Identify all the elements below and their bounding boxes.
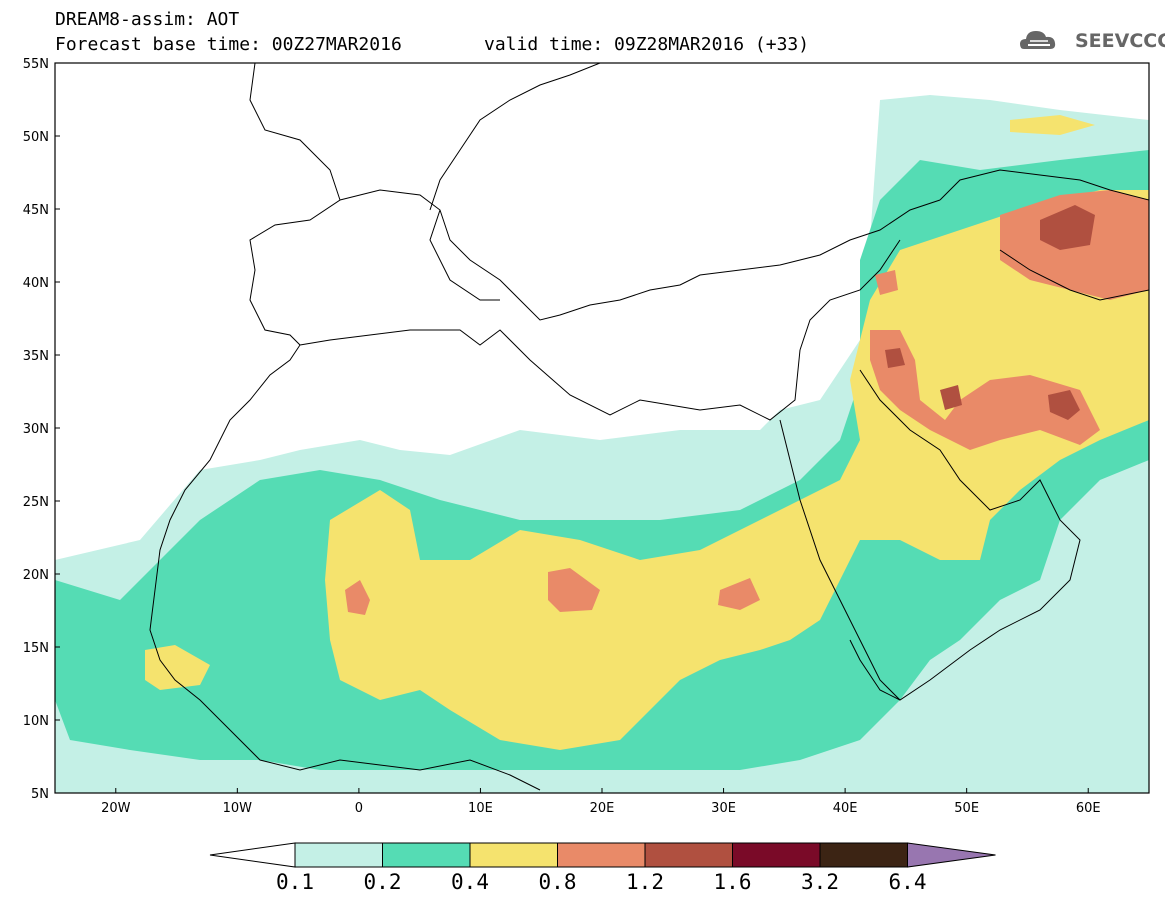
colorbar-segment (469, 842, 558, 868)
lat-tick-label: 40N (23, 276, 49, 291)
lat-tick-label: 45N (23, 203, 49, 218)
aot-band-0.8 (548, 568, 600, 612)
lat-tick-label: 55N (23, 57, 49, 72)
longitude-axis: 20W 10W 0 10E 20E 30E 40E 50E 60E (101, 788, 1101, 816)
lat-tick-label: 5N (31, 787, 49, 802)
lat-tick-label: 35N (23, 349, 49, 364)
aot-band-0.8 (875, 270, 898, 295)
colorbar-segment (382, 842, 471, 868)
aot-band-0.4 (145, 645, 210, 690)
lat-tick-label: 50N (23, 130, 49, 145)
colorbar-max-arrow (907, 842, 996, 868)
lat-tick-label: 10N (23, 714, 49, 729)
lon-tick-label: 0 (355, 801, 363, 816)
aot-band-0.8 (345, 580, 370, 615)
colorbar-segment (732, 842, 821, 868)
colorbar-min-arrow (209, 842, 296, 868)
aot-band-0.4 (325, 190, 1149, 750)
model-title: DREAM8-assim: AOT (55, 9, 240, 30)
lat-tick-label: 20N (23, 568, 49, 583)
colorbar (209, 842, 996, 868)
aot-band-0.8 (870, 330, 1100, 450)
base-time-label: Forecast base time: 00Z27MAR2016 (55, 34, 402, 55)
logo-text: SEEVCCC (1075, 30, 1165, 52)
aot-band-1.2 (940, 385, 962, 410)
lon-tick-label: 40E (833, 801, 858, 816)
colorbar-segment (294, 842, 383, 868)
colorbar-label: 0.1 (276, 870, 314, 894)
aot-field (55, 95, 1149, 793)
cloud-logo-icon (1020, 31, 1056, 49)
coastlines (149, 63, 1149, 791)
colorbar-segment (557, 842, 646, 868)
valid-time-label: valid time: 09Z28MAR2016 (+33) (484, 34, 810, 55)
lon-tick-label: 30E (711, 801, 736, 816)
colorbar-label: 0.8 (538, 870, 577, 894)
colorbar-segment (644, 842, 733, 868)
colorbar-label: 0.2 (363, 870, 402, 894)
aot-band-1.2 (1040, 205, 1095, 250)
aot-band-1.2 (885, 348, 905, 368)
latitude-axis: 55N 50N 45N 40N 35N 30N 25N 20N 15N 10N 5N (23, 57, 60, 802)
lon-tick-label: 10W (223, 801, 253, 816)
lat-tick-label: 15N (23, 641, 49, 656)
lon-tick-label: 50E (954, 801, 979, 816)
lat-tick-label: 25N (23, 495, 49, 510)
colorbar-label: 3.2 (801, 870, 839, 894)
aot-band-0.4 (1010, 115, 1095, 135)
lon-tick-label: 60E (1076, 801, 1101, 816)
aot-band-1.2 (1048, 390, 1080, 420)
lon-tick-label: 20E (590, 801, 615, 816)
lon-tick-label: 20W (101, 801, 131, 816)
lat-tick-label: 30N (23, 422, 49, 437)
colorbar-label: 6.4 (888, 870, 927, 894)
colorbar-label: 1.2 (626, 870, 664, 894)
colorbar-segment (819, 842, 908, 868)
aot-band-0.8 (718, 578, 760, 610)
lon-tick-label: 10E (468, 801, 493, 816)
colorbar-label: 1.6 (713, 870, 752, 894)
colorbar-label: 0.4 (451, 870, 489, 894)
